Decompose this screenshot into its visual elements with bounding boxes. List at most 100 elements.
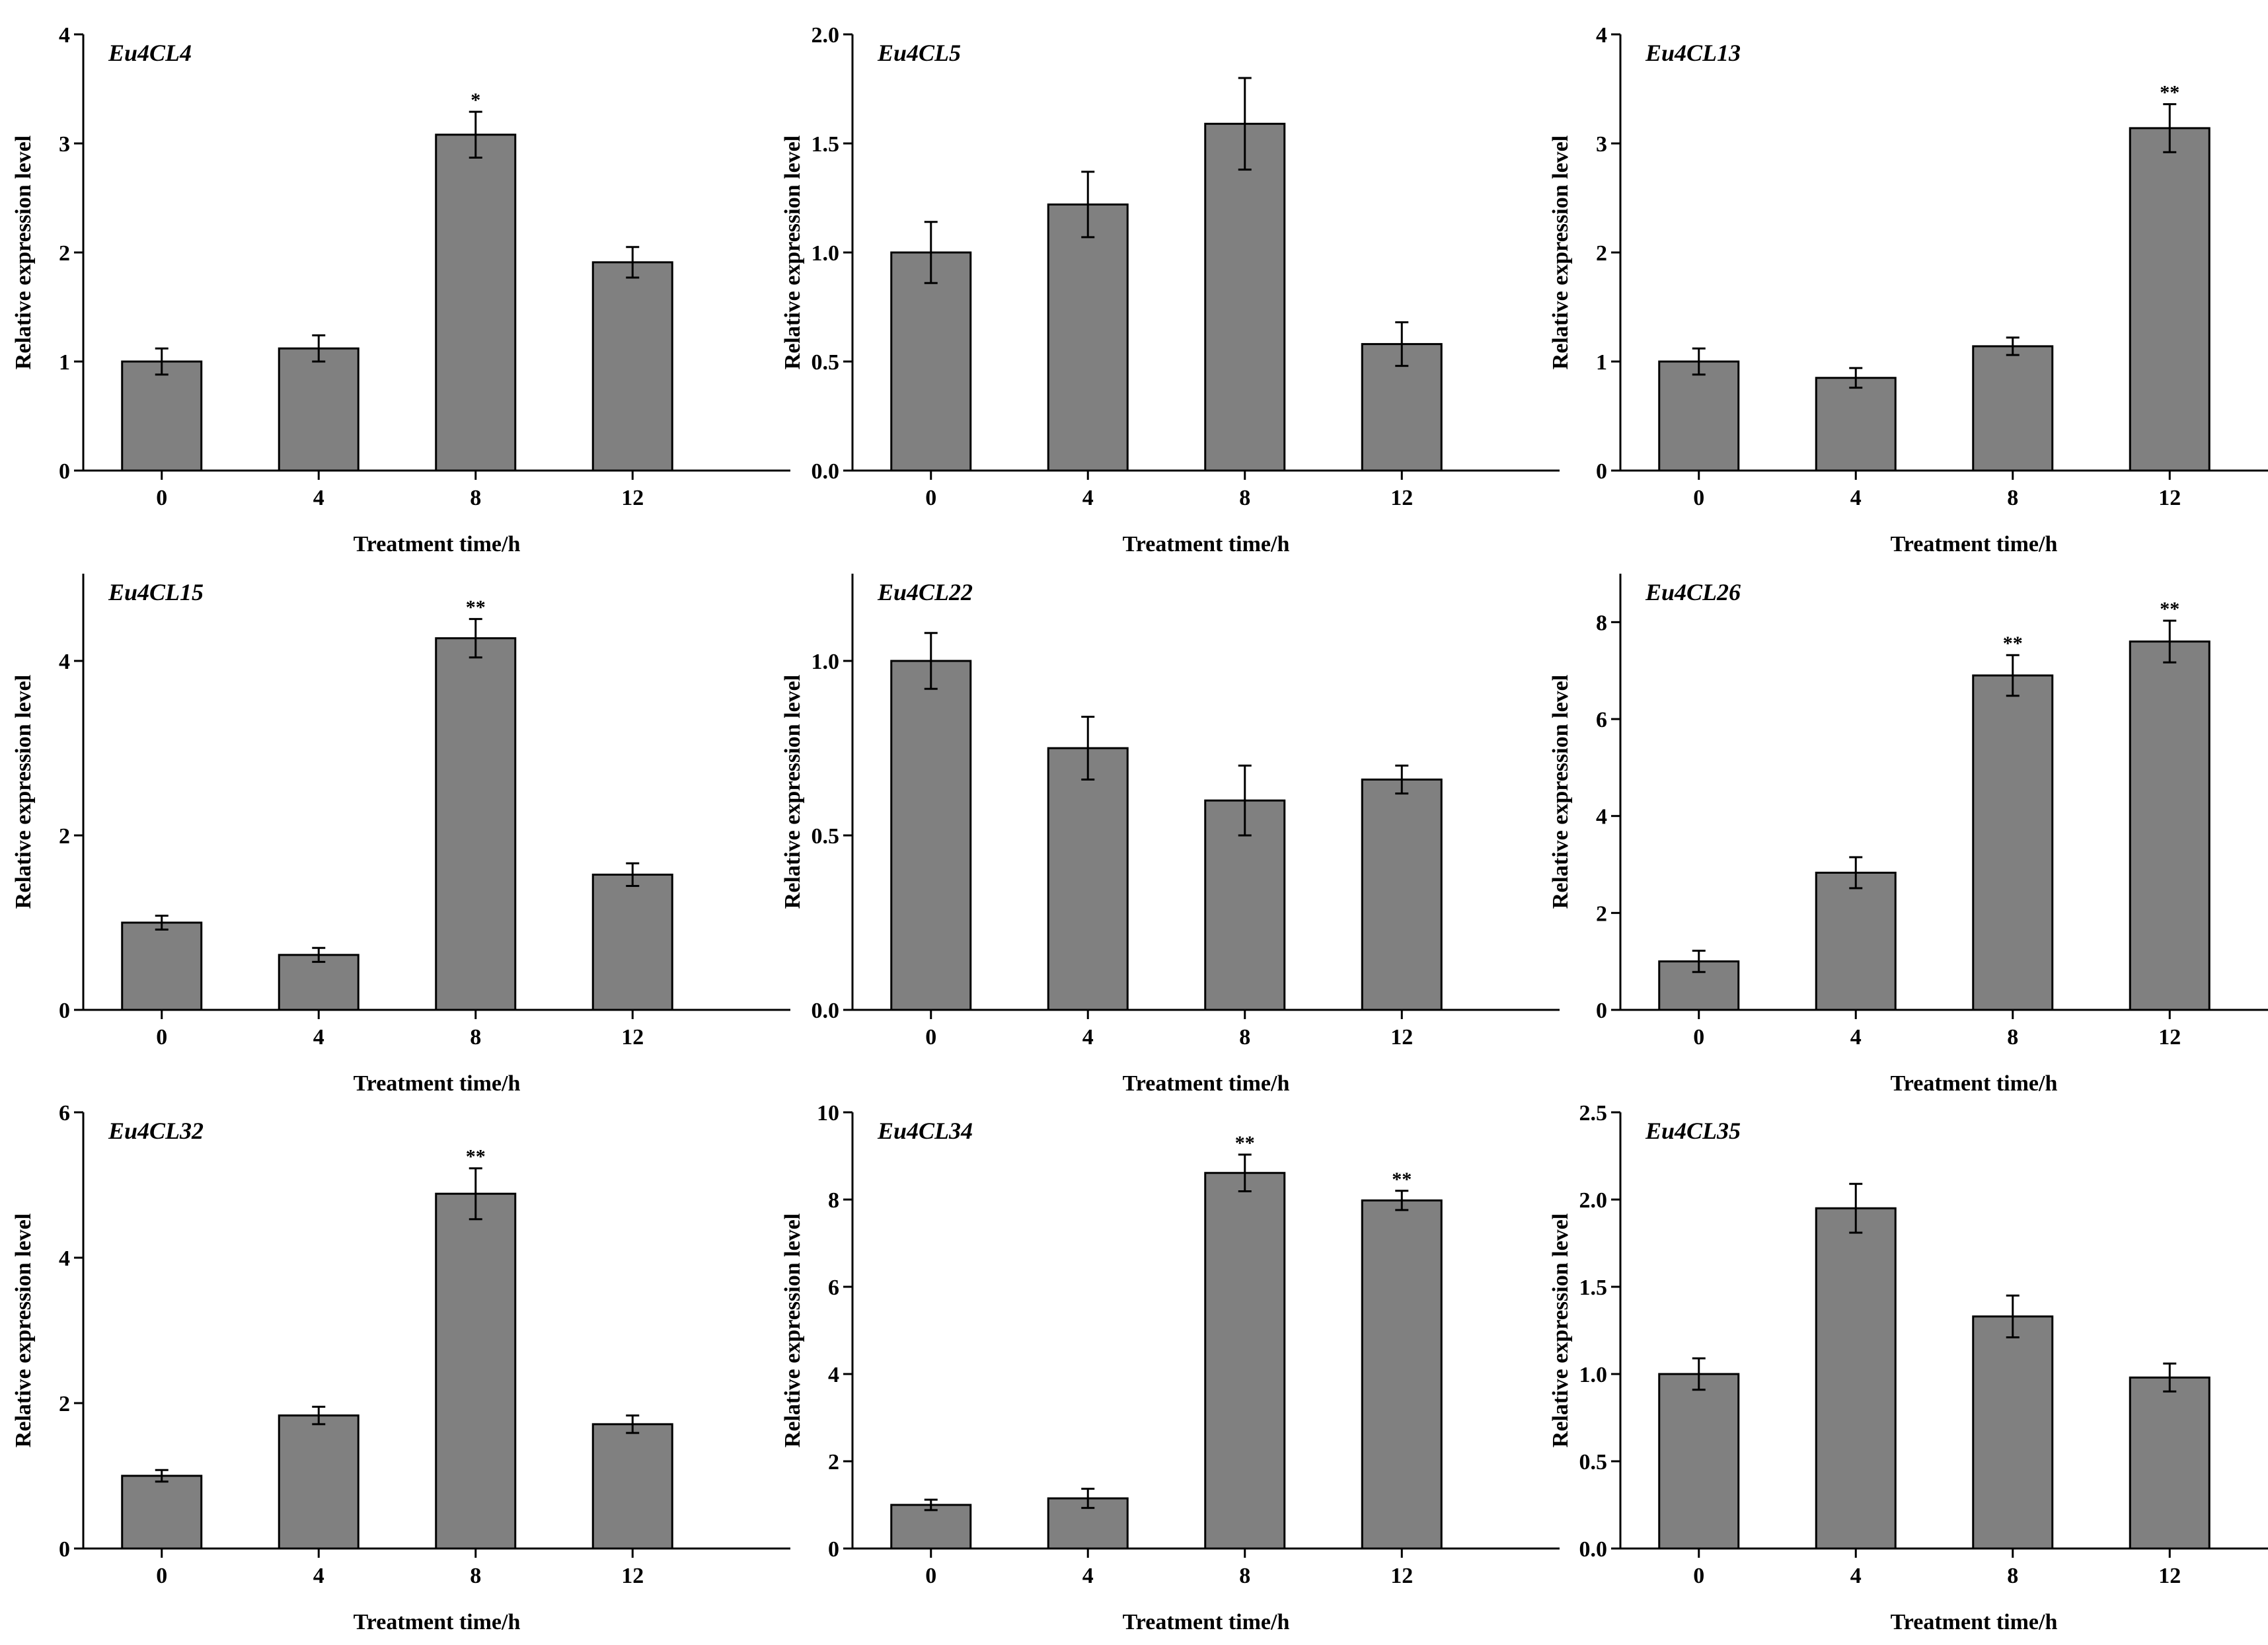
bar-12h [591,873,673,1011]
bar-8h [1204,1172,1286,1550]
significance-marker: ** [2160,82,2179,104]
significance-marker: ** [466,1146,486,1168]
bar-12h [1361,1199,1443,1550]
error-bar-8h [1238,77,1252,171]
x-axis-title: Treatment time/h [1123,532,1290,556]
x-tick-label: 8 [2007,486,2018,510]
y-tick-label: 2 [1596,241,1607,266]
y-tick-label: 4 [1596,805,1607,829]
significance-marker: ** [1392,1168,1412,1190]
x-tick-label: 12 [621,486,644,510]
panel-title: Eu4CL32 [108,1118,204,1144]
bar-8h [1972,674,2054,1011]
y-tick-label: 10 [817,1101,839,1126]
error-bar-12h [1395,1190,1409,1211]
error-bar-4h [1849,856,1863,890]
error-bar-0h [1692,347,1706,376]
y-tick-label: 3 [1596,132,1607,157]
bar-0h [1658,1373,1740,1550]
panel-title: Eu4CL5 [877,40,961,66]
error-bar-0h [1692,950,1706,974]
y-tick-label: 2 [59,824,70,849]
y-tick-label: 4 [59,23,70,48]
panel-title: Eu4CL4 [108,40,192,66]
error-bar-4h [1849,1182,1863,1234]
x-tick-label: 0 [925,486,936,510]
y-tick-label: 2 [59,1392,70,1416]
panel-title: Eu4CL13 [1645,40,1741,66]
error-bar-4h [1081,1488,1095,1510]
error-bar-12h [626,246,640,279]
error-bar-0h [155,1469,169,1483]
panel-title: Eu4CL15 [108,579,204,605]
y-tick-label: 1.0 [812,241,840,266]
x-tick-label: 4 [313,1564,324,1588]
y-tick-label: 0 [59,999,70,1023]
y-tick-label: 0 [828,1537,839,1562]
y-tick-label: 0.0 [1579,1537,1608,1562]
x-tick-label: 4 [1082,1564,1094,1588]
y-tick-label: 2 [59,241,70,266]
x-tick-label: 8 [470,486,481,510]
significance-marker: ** [2160,598,2179,620]
bar-8h [1972,345,2054,472]
bar-0h [890,1504,972,1550]
x-tick-label: 0 [1693,486,1704,510]
x-tick-label: 8 [470,1025,481,1050]
y-tick-label: 0 [1596,999,1607,1023]
y-tick-label: 2 [828,1450,839,1474]
error-bar-0h [1692,1357,1706,1391]
y-tick-label: 0.5 [812,350,840,375]
x-axis-title: Treatment time/h [1891,532,2058,556]
error-bar-0h [924,632,938,690]
error-bar-4h [1081,715,1095,781]
bar-0h [121,921,203,1011]
bar-8h [435,1192,517,1550]
error-bar-4h [312,334,326,363]
error-bar-4h [312,946,326,963]
x-tick-label: 8 [1239,1025,1250,1050]
y-axis-title: Relative expression level [780,1213,805,1447]
significance-marker: ** [1235,1132,1255,1154]
error-bar-12h [2163,619,2177,664]
x-tick-label: 0 [156,1564,167,1588]
y-axis-title: Relative expression level [1548,1213,1573,1447]
x-tick-label: 12 [621,1564,644,1588]
error-bar-8h [469,1167,482,1221]
y-tick-label: 0.5 [1579,1450,1608,1474]
error-bar-8h [469,618,482,659]
y-tick-label: 0.0 [812,459,840,484]
x-axis-title: Treatment time/h [354,532,521,556]
error-bar-12h [1395,764,1409,795]
y-tick-label: 2.0 [812,23,840,48]
y-tick-label: 4 [828,1363,839,1387]
y-tick-label: 3 [59,132,70,157]
x-tick-label: 0 [925,1025,936,1050]
y-tick-label: 1 [1596,350,1607,375]
bar-0h [890,660,972,1011]
y-tick-label: 2.0 [1579,1188,1608,1213]
error-bar-8h [2006,654,2020,697]
panel-title: Eu4CL26 [1645,579,1741,605]
error-bar-4h [312,1406,326,1426]
panel-title: Eu4CL35 [1645,1118,1741,1144]
bar-12h [591,1423,673,1550]
bar-12h [2129,640,2211,1011]
significance-marker: ** [2003,632,2023,654]
y-tick-label: 6 [59,1101,70,1126]
x-tick-label: 12 [2158,486,2181,510]
y-tick-label: 4 [59,650,70,674]
bar-0h [121,1474,203,1550]
bar-4h [1047,747,1129,1011]
x-tick-label: 8 [1239,486,1250,510]
y-tick-label: 6 [1596,708,1607,732]
x-tick-label: 12 [2158,1025,2181,1050]
y-axis-title: Relative expression level [780,135,805,369]
panel-eu4cl22: 0.0 0.5 1.0 0 4 8 12 Treatment time/h Relative e… [780,574,1560,1096]
y-tick-label: 0 [59,1537,70,1562]
bar-8h [435,134,517,472]
y-tick-label: 0 [59,459,70,484]
panel-eu4cl35: 0.0 0.5 1.0 1.5 2.0 2.5 0 4 8 12 Treatment time/h R… [1548,1101,2268,1634]
